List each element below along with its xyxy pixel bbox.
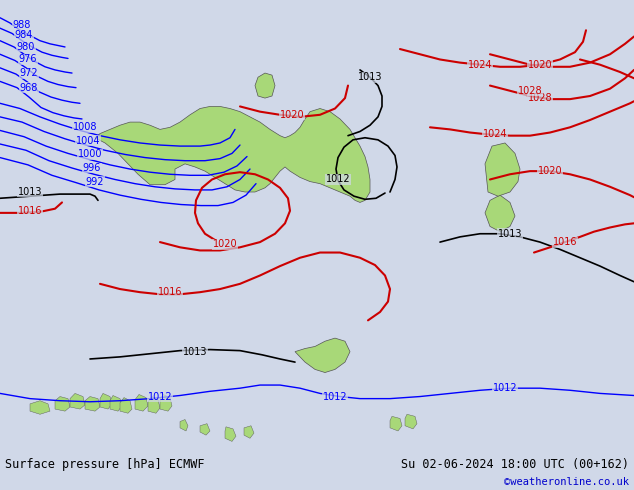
Text: 1024: 1024 — [482, 128, 507, 139]
Text: 1028: 1028 — [527, 93, 552, 103]
Text: 1004: 1004 — [75, 136, 100, 146]
Polygon shape — [225, 427, 236, 441]
Polygon shape — [200, 424, 210, 435]
Text: 1016: 1016 — [18, 206, 42, 216]
Polygon shape — [244, 426, 254, 438]
Text: 1013: 1013 — [358, 72, 382, 82]
Text: 1028: 1028 — [518, 86, 542, 96]
Polygon shape — [180, 419, 188, 431]
Text: 996: 996 — [83, 163, 101, 173]
Polygon shape — [110, 395, 122, 411]
Polygon shape — [55, 396, 70, 411]
Text: 1020: 1020 — [212, 239, 237, 249]
Text: 1012: 1012 — [148, 392, 172, 401]
Text: 972: 972 — [20, 68, 38, 78]
Text: 1012: 1012 — [323, 392, 347, 401]
Polygon shape — [70, 393, 85, 409]
Text: 968: 968 — [20, 83, 38, 93]
Text: 1020: 1020 — [527, 60, 552, 70]
Text: 1012: 1012 — [326, 174, 351, 185]
Text: 1013: 1013 — [183, 346, 207, 357]
Polygon shape — [160, 394, 172, 411]
Polygon shape — [485, 195, 515, 232]
Polygon shape — [295, 338, 350, 372]
Polygon shape — [30, 401, 50, 414]
Text: 976: 976 — [19, 54, 37, 65]
Text: 1000: 1000 — [78, 149, 102, 159]
Polygon shape — [95, 106, 370, 202]
Polygon shape — [135, 394, 148, 411]
Polygon shape — [485, 143, 520, 196]
Text: 1008: 1008 — [73, 122, 97, 132]
Polygon shape — [255, 73, 275, 98]
Polygon shape — [405, 414, 417, 429]
Polygon shape — [85, 396, 100, 411]
Text: 1020: 1020 — [280, 110, 304, 120]
Text: 984: 984 — [15, 30, 33, 41]
Text: 1012: 1012 — [493, 383, 517, 393]
Polygon shape — [148, 396, 160, 413]
Text: 1013: 1013 — [498, 229, 522, 239]
Text: 1013: 1013 — [18, 187, 42, 197]
Text: 988: 988 — [13, 20, 31, 30]
Text: ©weatheronline.co.uk: ©weatheronline.co.uk — [504, 477, 629, 487]
Text: 980: 980 — [17, 42, 36, 52]
Polygon shape — [100, 393, 112, 409]
Polygon shape — [390, 416, 402, 431]
Text: 1016: 1016 — [553, 237, 577, 247]
Polygon shape — [120, 397, 132, 413]
Text: 1020: 1020 — [538, 166, 562, 176]
Text: Su 02-06-2024 18:00 UTC (00+162): Su 02-06-2024 18:00 UTC (00+162) — [401, 458, 629, 471]
Text: 1024: 1024 — [468, 60, 493, 70]
Text: 1016: 1016 — [158, 287, 182, 297]
Text: Surface pressure [hPa] ECMWF: Surface pressure [hPa] ECMWF — [5, 458, 205, 471]
Text: 992: 992 — [86, 176, 104, 187]
